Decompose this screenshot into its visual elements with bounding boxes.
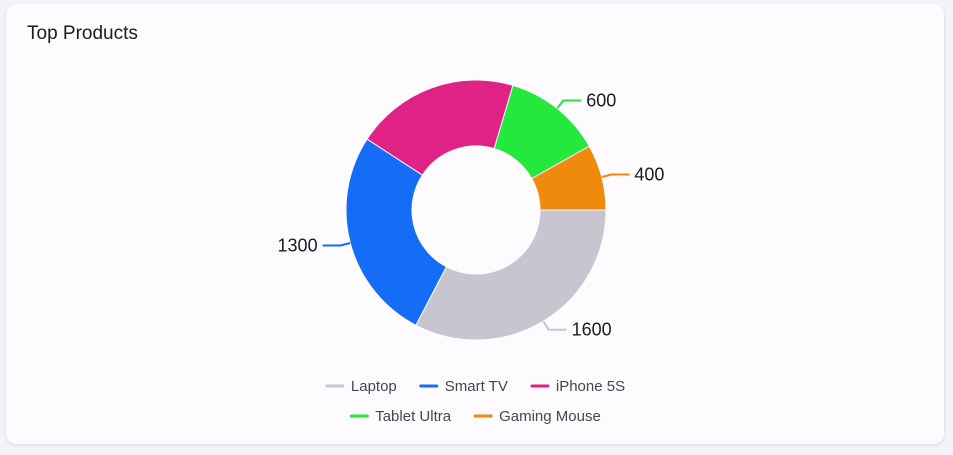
- legend-item-gaming-mouse[interactable]: Gaming Mouse: [473, 408, 601, 425]
- data-label-tablet-ultra: 600: [586, 91, 616, 111]
- legend-item-smart-tv[interactable]: Smart TV: [419, 378, 508, 395]
- connector-tablet-ultra: [556, 99, 582, 109]
- slice-laptop[interactable]: [415, 209, 607, 341]
- legend-item-iphone-5s[interactable]: iPhone 5S: [530, 378, 625, 395]
- connector-gaming-mouse: [601, 173, 630, 178]
- legend-label-iphone-5s: iPhone 5S: [556, 378, 625, 395]
- data-label-laptop: 1600: [572, 320, 612, 340]
- slice-gaming-mouse[interactable]: [531, 145, 607, 211]
- legend-label-gaming-mouse: Gaming Mouse: [499, 408, 601, 425]
- chart-title: Top Products: [27, 23, 138, 44]
- data-label-smart-tv: 1300: [278, 236, 318, 256]
- legend-label-laptop: Laptop: [351, 378, 397, 395]
- chart-card: Top Products: [6, 4, 944, 444]
- connector-laptop: [542, 320, 567, 331]
- connector-smart-tv: [322, 242, 351, 247]
- legend-label-tablet-ultra: Tablet Ultra: [375, 408, 452, 425]
- legend-item-tablet-ultra[interactable]: Tablet Ultra: [349, 408, 452, 425]
- data-label-gaming-mouse: 400: [634, 164, 664, 184]
- legend-label-smart-tv: Smart TV: [445, 378, 508, 395]
- slice-iphone-5s[interactable]: [366, 79, 514, 176]
- legend-item-laptop[interactable]: Laptop: [325, 378, 397, 395]
- slice-smart-tv[interactable]: [345, 138, 448, 326]
